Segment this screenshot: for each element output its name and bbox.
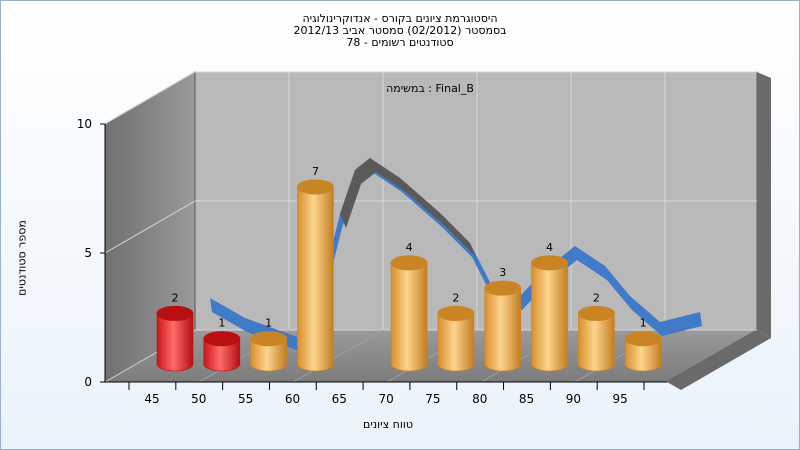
bar-body: [250, 338, 287, 372]
x-tick-label-50: 50: [191, 392, 206, 406]
bar-75: [437, 305, 475, 372]
bar-body: [624, 338, 662, 372]
inner-chart-title: במשימה : Final_B: [386, 82, 474, 95]
y-tick-label-0: 0: [84, 375, 92, 389]
bar-85: [531, 255, 569, 372]
bar-top: [390, 255, 428, 271]
axes: 0 5 10 45 50 55 60 65 70 75 80 85 90 95: [77, 117, 667, 406]
x-tick-label-80: 80: [472, 392, 487, 406]
x-tick-label-75: 75: [425, 392, 440, 406]
bar-45: [156, 305, 194, 372]
bar-body: [578, 313, 615, 372]
bar-top: [437, 305, 475, 321]
x-tick-label-60: 60: [285, 392, 300, 406]
bar-90: [577, 305, 615, 372]
bars-group: 2 1 1 7 4 2 3 4 2 1: [156, 165, 662, 372]
bar-value-label-95: 1: [640, 317, 647, 330]
y-tick-label-5: 5: [84, 246, 92, 260]
bar-80: [484, 280, 522, 372]
bar-value-label-75: 2: [452, 291, 459, 304]
bar-50: [203, 331, 241, 372]
bar-body: [297, 186, 334, 372]
x-tick-label-95: 95: [613, 392, 628, 406]
bar-value-label-60: 7: [312, 165, 319, 178]
x-tick-label-70: 70: [378, 392, 393, 406]
x-axis-label: טווח ציונים: [363, 418, 413, 431]
bar-body: [390, 262, 428, 372]
bar-value-label-55: 1: [265, 317, 272, 330]
x-tick-label-65: 65: [332, 392, 347, 406]
y-tick-label-10: 10: [77, 117, 92, 131]
bar-body: [203, 338, 241, 372]
bar-top: [484, 280, 522, 296]
bar-top: [203, 331, 241, 347]
bar-value-label-90: 2: [593, 291, 600, 304]
bar-value-label-50: 1: [218, 317, 225, 330]
bar-60: [296, 179, 334, 372]
x-tick-label-55: 55: [238, 392, 253, 406]
bar-top: [296, 179, 334, 195]
x-tick-label-85: 85: [519, 392, 534, 406]
bar-top: [250, 331, 288, 347]
bar-value-label-70: 4: [406, 241, 413, 254]
bar-top: [156, 305, 194, 321]
bar-55: [250, 331, 288, 372]
bar-95: [624, 331, 662, 372]
bar-body: [156, 313, 194, 372]
bar-top: [577, 305, 615, 321]
bar-value-label-45: 2: [172, 291, 179, 304]
y-grid-line-side: [104, 200, 196, 254]
chart-title-line-2: בסמסטר (02/2012) סמסטר אביב 2012/13: [293, 24, 507, 37]
bar-value-label-80: 3: [499, 266, 506, 279]
x-tick-label-90: 90: [566, 392, 581, 406]
bar-body: [531, 262, 568, 372]
floor-shadow: [667, 330, 771, 390]
y-grid-line-side: [104, 71, 196, 125]
floor-grid-line: [292, 329, 384, 383]
back-wall-shadow: [757, 72, 771, 338]
chart-title-line-1: היסטוגרמת ציונים בקורס - אנדוקרינולוגיה: [302, 12, 498, 25]
bar-value-label-85: 4: [546, 241, 553, 254]
chart-title-line-3: סטודנטים רשומים - 78: [346, 36, 454, 49]
bar-70: [390, 255, 428, 372]
bar-top: [624, 331, 662, 347]
bar-top: [531, 255, 569, 271]
bar-body: [484, 287, 522, 372]
x-tick-label-45: 45: [144, 392, 159, 406]
bar-body: [437, 313, 475, 372]
y-axis-label: מספר סטודנטים: [15, 220, 29, 296]
